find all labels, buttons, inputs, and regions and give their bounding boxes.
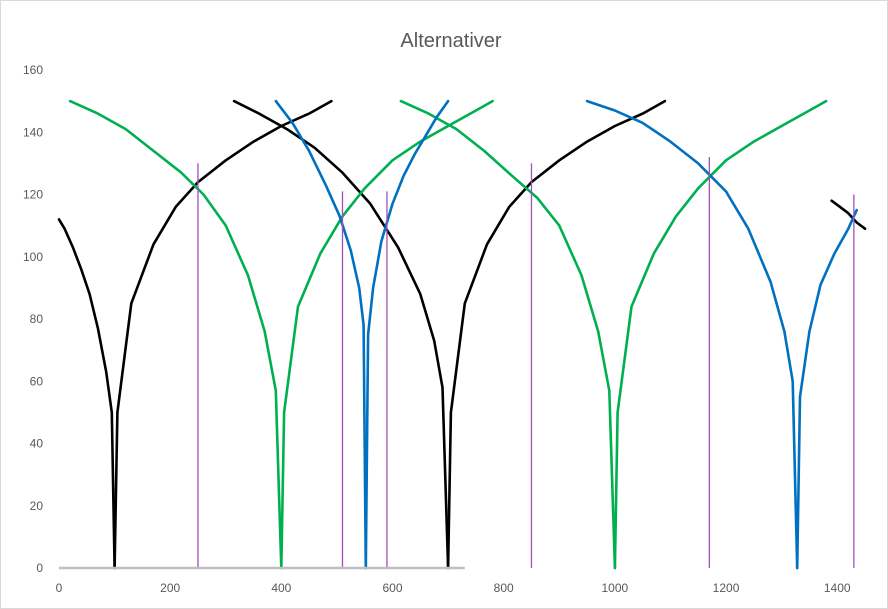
series-0-curve-1 bbox=[113, 99, 333, 570]
series-1-curve-1 bbox=[279, 99, 494, 570]
series-2-curve-2 bbox=[585, 99, 799, 570]
x-tick-label: 400 bbox=[271, 581, 291, 595]
x-tick-label: 1400 bbox=[824, 581, 851, 595]
x-tick-label: 600 bbox=[383, 581, 403, 595]
series-1-curve-0 bbox=[68, 99, 283, 570]
y-tick-label: 160 bbox=[23, 63, 43, 77]
plot-area bbox=[57, 99, 867, 570]
series-1 bbox=[68, 99, 828, 570]
series-1-curve-2 bbox=[399, 99, 617, 570]
series-1-curve-3 bbox=[613, 99, 828, 570]
x-axis-tick-labels: 0 200 400 600 800 1000 1200 1400 bbox=[56, 581, 851, 595]
y-tick-label: 60 bbox=[30, 374, 44, 388]
series-2-curve-3 bbox=[795, 208, 859, 570]
x-tick-label: 0 bbox=[56, 581, 63, 595]
y-tick-label: 0 bbox=[36, 561, 43, 575]
y-tick-label: 80 bbox=[30, 312, 44, 326]
series-2 bbox=[274, 99, 859, 570]
series-0-curve-2 bbox=[232, 99, 450, 570]
y-tick-label: 140 bbox=[23, 125, 43, 139]
x-tick-label: 1000 bbox=[602, 581, 629, 595]
y-tick-label: 100 bbox=[23, 250, 43, 264]
x-tick-label: 1200 bbox=[713, 581, 740, 595]
y-axis-tick-labels: 0 20 40 60 80 100 120 140 160 bbox=[23, 63, 43, 575]
series-2-curve-1 bbox=[364, 99, 450, 570]
x-tick-label: 800 bbox=[494, 581, 514, 595]
series-0-curve-3 bbox=[446, 99, 667, 570]
series-3 bbox=[197, 157, 855, 568]
y-tick-label: 40 bbox=[30, 437, 44, 451]
series-0-curve-0 bbox=[57, 218, 116, 570]
chart-title: Alternativer bbox=[400, 30, 501, 52]
x-tick-label: 200 bbox=[160, 581, 180, 595]
series-0-curve-4 bbox=[830, 199, 867, 230]
series-2-curve-0 bbox=[274, 99, 368, 570]
y-tick-label: 20 bbox=[30, 499, 44, 513]
y-tick-label: 120 bbox=[23, 188, 43, 202]
